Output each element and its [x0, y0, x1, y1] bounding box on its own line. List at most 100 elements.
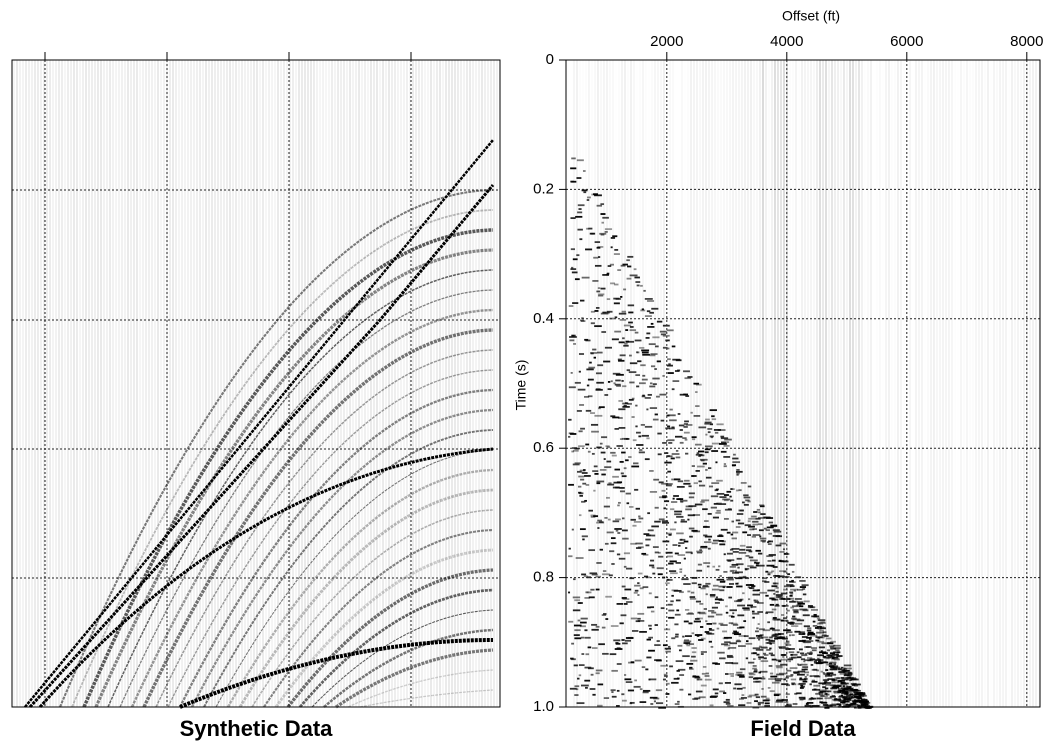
reflection [621, 585, 626, 588]
reflection [769, 672, 774, 675]
reflection [759, 634, 764, 636]
reflection [739, 668, 746, 671]
reflection [758, 511, 761, 514]
reflection [791, 625, 799, 627]
reflection [706, 623, 713, 625]
reflection [798, 696, 806, 699]
reflection [704, 631, 710, 633]
reflection [804, 678, 808, 680]
reflection [712, 565, 716, 568]
reflection [607, 381, 611, 383]
reflection [825, 669, 829, 671]
reflection [797, 664, 802, 666]
reflection [680, 520, 688, 523]
reflection [604, 228, 613, 231]
reflection [695, 405, 700, 407]
reflection [634, 276, 640, 279]
reflection [822, 671, 825, 674]
reflection [765, 612, 768, 615]
reflection [765, 697, 770, 700]
reflection [743, 608, 750, 611]
reflection [671, 594, 674, 597]
reflection [701, 499, 710, 502]
reflection [634, 679, 637, 682]
reflection [691, 655, 696, 658]
reflection [775, 659, 782, 662]
reflection [749, 587, 755, 589]
reflection [678, 544, 681, 547]
reflection [667, 555, 673, 558]
reflection [610, 237, 616, 239]
reflection [782, 637, 788, 640]
reflection [579, 238, 583, 241]
reflection [675, 449, 679, 452]
reflection [738, 509, 744, 512]
reflection [748, 637, 756, 640]
reflection [644, 458, 650, 461]
reflection [814, 627, 819, 629]
reflection [649, 382, 653, 385]
reflection [695, 690, 703, 693]
reflection [817, 660, 822, 663]
reflection [722, 586, 726, 589]
reflection [752, 658, 756, 660]
reflection [675, 660, 684, 663]
reflection [646, 310, 651, 313]
reflection [836, 703, 842, 706]
reflection [788, 563, 795, 566]
reflection [821, 634, 827, 637]
reflection [852, 701, 859, 704]
reflection [829, 644, 836, 647]
reflection [846, 693, 853, 696]
reflection [592, 470, 599, 473]
reflection [815, 639, 820, 642]
reflection [654, 551, 659, 554]
reflection [641, 349, 650, 352]
reflection [849, 679, 852, 682]
reflection [635, 374, 641, 377]
reflection [699, 547, 708, 549]
reflection [712, 622, 717, 625]
reflection [637, 582, 640, 585]
reflection [698, 450, 705, 453]
reflection [809, 675, 813, 678]
reflection [798, 605, 804, 608]
reflection [836, 655, 843, 657]
reflection [790, 588, 798, 591]
reflection [581, 500, 586, 503]
reflection [585, 484, 590, 486]
reflection [737, 566, 740, 569]
reflection [568, 591, 571, 594]
reflection [591, 628, 599, 631]
reflection [718, 565, 721, 568]
reflection [571, 271, 578, 274]
reflection [757, 701, 764, 704]
reflection [587, 395, 593, 398]
reflection [785, 644, 792, 646]
reflection [796, 651, 800, 654]
reflection [813, 660, 817, 663]
reflection [747, 485, 752, 488]
reflection [854, 688, 858, 691]
reflection [653, 478, 660, 481]
reflection [862, 701, 866, 703]
reflection [572, 463, 580, 466]
reflection [666, 455, 670, 457]
reflection [705, 469, 708, 471]
reflection [627, 265, 632, 268]
reflection [822, 686, 826, 689]
reflection [584, 666, 592, 669]
reflection [785, 693, 790, 696]
reflection [780, 592, 788, 595]
reflection [778, 570, 787, 573]
reflection [792, 683, 797, 686]
reflection [723, 465, 727, 468]
reflection [662, 540, 670, 543]
reflection [598, 294, 604, 297]
reflection [656, 320, 663, 323]
reflection [770, 654, 775, 657]
reflection [856, 696, 860, 699]
reflection [802, 632, 806, 635]
